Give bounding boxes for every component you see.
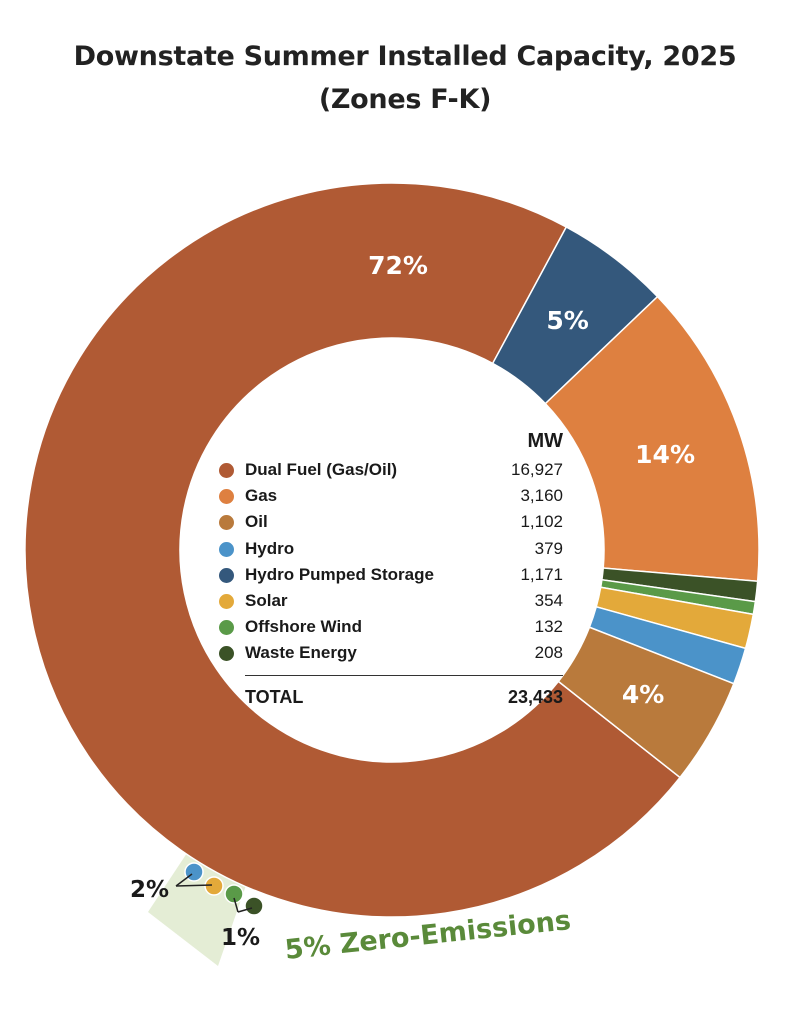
- legend-value-oil: 1,102: [520, 512, 563, 532]
- legend-item-hydro: Hydro 379: [219, 536, 563, 562]
- legend-item-solar: Solar 354: [219, 588, 563, 614]
- callout-line-1pct-a: [233, 897, 239, 913]
- callout-dot-waste-energy: [244, 896, 264, 916]
- legend-value-hydro: 379: [534, 538, 563, 558]
- legend-label-oil: Oil: [245, 512, 268, 532]
- legend: MW Dual Fuel (Gas/Oil) 16,927 Gas 3,160 Oil 1…: [219, 425, 563, 707]
- zero-emissions-highlight: [148, 850, 252, 966]
- legend-value-hydro-pumped-storage: 1,171: [520, 564, 563, 584]
- chart-title-line-1: Downstate Summer Installed Capacity, 202…: [73, 41, 737, 72]
- callout-line-1pct-b: [237, 907, 253, 913]
- slice-label-dual-fuel: 72%: [368, 251, 428, 280]
- legend-item-waste-energy: Waste Energy 208: [219, 640, 563, 666]
- slice-label-hydro-pumped-storage: 5%: [546, 306, 588, 335]
- legend-swatch-gas: [219, 489, 234, 505]
- legend-swatch-offshore-wind: [219, 620, 234, 636]
- legend-item-oil: Oil 1,102: [219, 509, 563, 535]
- legend-swatch-hydro: [219, 541, 234, 557]
- legend-value-dual-fuel-gas-oil: 16,927: [511, 460, 563, 479]
- legend-value-solar: 354: [534, 590, 563, 610]
- legend-total-row: TOTAL 23,433: [245, 684, 563, 710]
- legend-label-hydro-pumped-storage: Hydro Pumped Storage: [245, 564, 434, 584]
- legend-unit-header: MW: [527, 430, 563, 452]
- legend-total-label: TOTAL: [245, 687, 304, 707]
- legend-item-offshore-wind: Offshore Wind 132: [219, 614, 563, 640]
- slice-gas: [544, 295, 760, 583]
- callout-line-2pct-a: [175, 873, 193, 887]
- callout-dot-solar: [204, 876, 224, 896]
- legend-item-gas: Gas 3,160: [219, 483, 563, 509]
- callout-label-1pct: 1%: [221, 925, 260, 951]
- callout-dot-hydro: [184, 862, 204, 882]
- legend-label-solar: Solar: [245, 590, 288, 610]
- legend-value-gas: 3,160: [520, 486, 563, 506]
- legend-swatch-waste-energy: [219, 646, 234, 662]
- legend-total-value: 23,433: [507, 687, 563, 707]
- slice-dual-fuel-gas-oil: [24, 182, 682, 918]
- callout-dot-offshore-wind: [224, 884, 244, 904]
- callout-label-2pct: 2%: [130, 877, 169, 903]
- legend-label-waste-energy: Waste Energy: [245, 643, 357, 663]
- legend-value-offshore-wind: 132: [534, 617, 563, 637]
- legend-value-waste-energy: 208: [534, 643, 563, 663]
- legend-divider: [245, 675, 563, 676]
- legend-label-offshore-wind: Offshore Wind: [245, 617, 362, 637]
- legend-swatch-oil: [219, 515, 234, 531]
- legend-item-hydro-pumped-storage: Hydro Pumped Storage 1,171: [219, 562, 563, 588]
- slice-oil: [557, 626, 735, 779]
- legend-swatch-solar: [219, 593, 234, 609]
- slice-label-gas: 14%: [635, 440, 695, 469]
- legend-rows: Dual Fuel (Gas/Oil) 16,927 Gas 3,160 Oil 1,10…: [219, 457, 563, 667]
- legend-swatch-dual-fuel-gas-oil: [219, 463, 234, 478]
- legend-label-dual-fuel-gas-oil: Dual Fuel (Gas/Oil): [245, 460, 398, 479]
- slice-label-oil: 4%: [622, 680, 664, 709]
- legend-item-dual-fuel-gas-oil: Dual Fuel (Gas/Oil) 16,927: [219, 457, 563, 483]
- legend-label-gas: Gas: [245, 486, 278, 506]
- chart-title-line-2: (Zones F-K): [318, 84, 492, 115]
- legend-swatch-hydro-pumped-storage: [219, 567, 234, 583]
- legend-label-hydro: Hydro: [245, 538, 295, 558]
- callout-line-2pct-b: [175, 884, 213, 887]
